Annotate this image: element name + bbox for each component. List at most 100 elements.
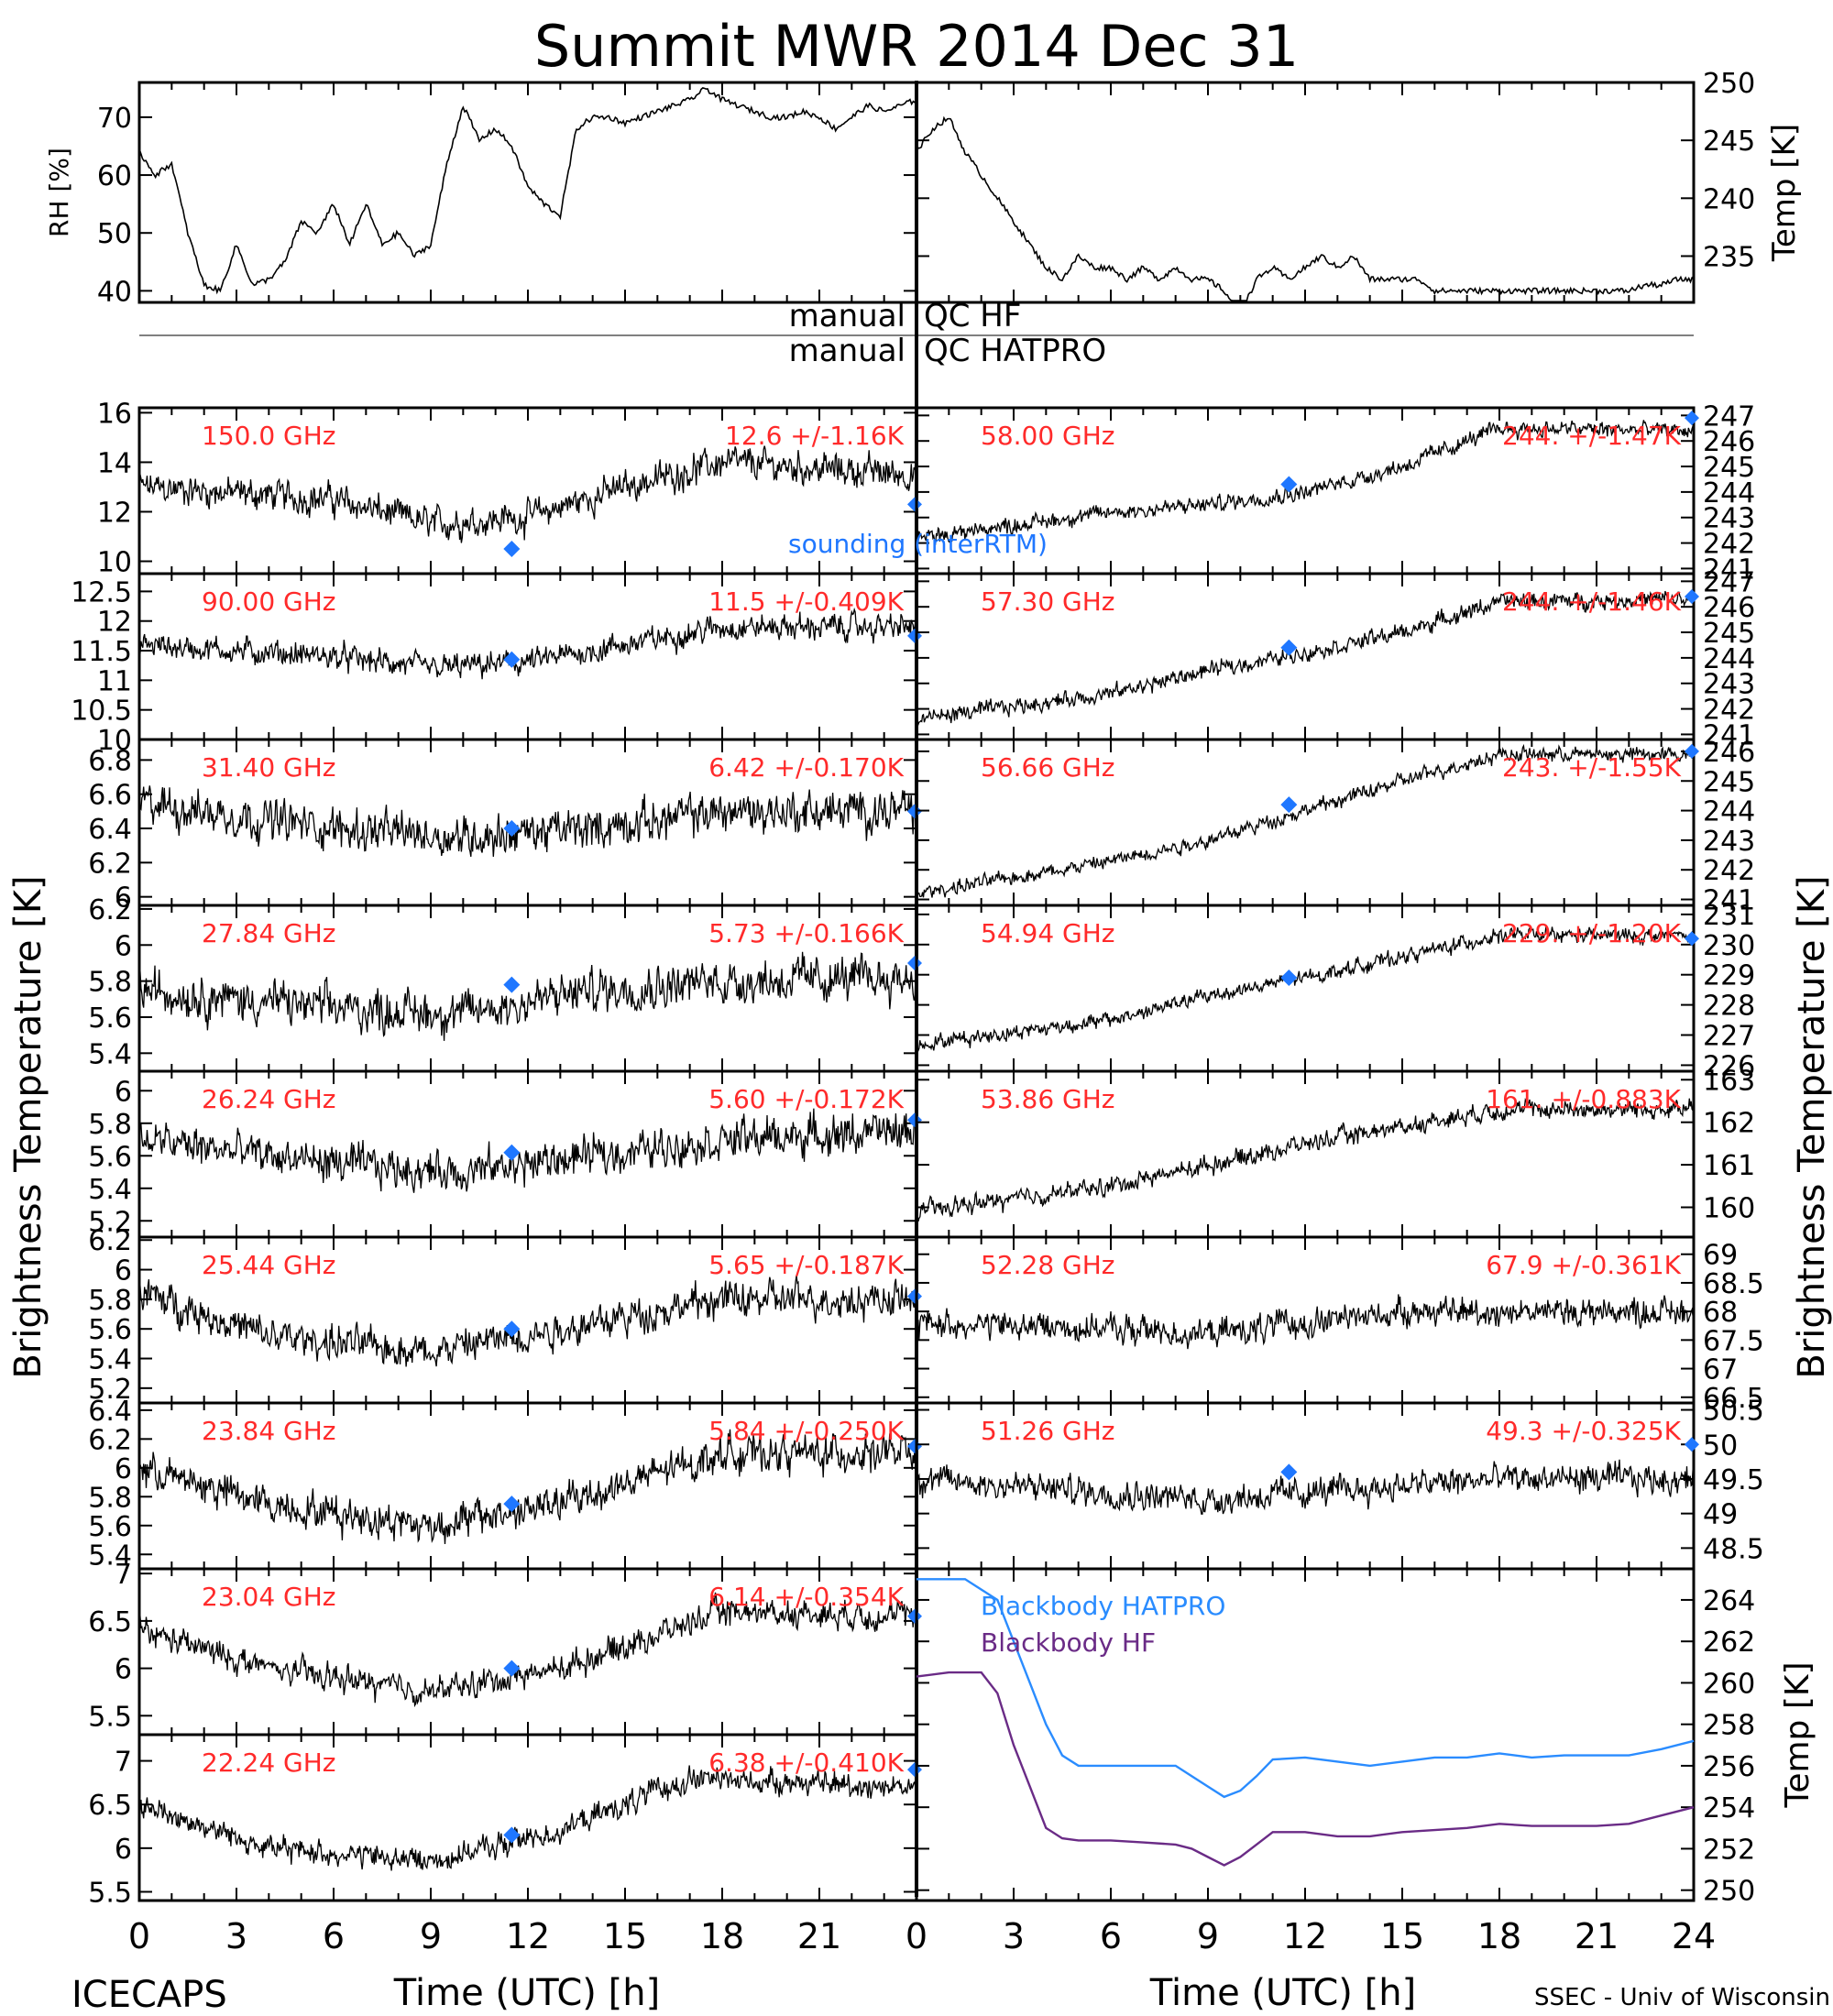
x-tick-label-left: 21 <box>797 1916 841 1956</box>
qc-hf-manual: manual <box>789 298 906 334</box>
y-tick-label: 5.2 <box>88 1374 132 1406</box>
stat-label-tb_5386: 161. +/-0.883K <box>1486 1084 1681 1114</box>
trace-tb_150 <box>138 445 917 543</box>
y-tick-label: 244 <box>1703 796 1755 828</box>
sounding-marker-tb_5494 <box>1280 969 1298 986</box>
y-tick-label: 241 <box>1703 553 1755 586</box>
y-tick-label: 5.6 <box>88 1314 132 1346</box>
y-tick-label: 6 <box>115 1654 132 1686</box>
x-tick-label-right: 18 <box>1477 1916 1521 1956</box>
y-tick-label: 60 <box>97 160 132 192</box>
y-tick-label: 244 <box>1703 477 1755 509</box>
end-marker-tb_5126 <box>1685 1437 1699 1452</box>
y-tick-label: 10 <box>97 725 132 757</box>
x-tick-label-left: 0 <box>128 1916 150 1956</box>
y-axis-label-blackbody: Temp [K] <box>1779 1661 1817 1808</box>
freq-label-tb_3140: 31.40 GHz <box>202 752 336 783</box>
line-met_temp <box>916 115 1695 301</box>
y-tick-label: 160 <box>1703 1193 1755 1225</box>
sounding-marker-tb_5666 <box>1280 796 1298 814</box>
trace-tb_3140 <box>138 785 917 858</box>
trace-tb_5730 <box>916 590 1695 728</box>
y-tick-label: 5.4 <box>88 1038 132 1070</box>
y-tick-label: 5.8 <box>88 1482 132 1514</box>
freq-label-tb_150: 150.0 GHz <box>202 421 336 451</box>
y-tick-label: 246 <box>1703 592 1755 624</box>
freq-label-tb_5228: 52.28 GHz <box>981 1250 1115 1280</box>
end-marker-tb_5800 <box>1685 411 1699 426</box>
y-tick-label: 16 <box>97 398 132 430</box>
y-tick-label: 6 <box>115 1834 132 1866</box>
end-marker-tb_2304 <box>907 1608 922 1624</box>
series-line-blackbody-hf <box>916 1671 1695 1867</box>
y-tick-label: 11.5 <box>71 636 132 668</box>
x-tick-label-left: 18 <box>700 1916 744 1956</box>
y-tick-label: 162 <box>1703 1108 1755 1140</box>
y-tick-label: 5.4 <box>88 1174 132 1206</box>
y-tick-label: 247 <box>1703 566 1755 598</box>
y-tick-label: 6.2 <box>88 894 132 926</box>
stat-label-tb_2784: 5.73 +/-0.166K <box>708 918 904 948</box>
sounding-marker-tb_150 <box>503 540 521 557</box>
freq-label-tb_5494: 54.94 GHz <box>981 918 1115 948</box>
end-marker-tb_2224 <box>907 1762 922 1778</box>
freq-label-tb_90: 90.00 GHz <box>202 586 336 617</box>
y-tick-label: 6.5 <box>88 1790 132 1822</box>
trace-tb_5800 <box>916 420 1695 546</box>
x-axis-label-left: Time (UTC) [h] <box>393 1972 660 2014</box>
y-tick-label: 245 <box>1703 766 1755 798</box>
trace-tb_2384 <box>138 1429 917 1545</box>
end-marker-tb_2624 <box>907 1112 922 1128</box>
sounding-marker-tb_5126 <box>1280 1463 1298 1481</box>
y-tick-label: 6.5 <box>88 1606 132 1638</box>
freq-label-tb_5800: 58.00 GHz <box>981 421 1115 451</box>
y-tick-label: 5.8 <box>88 1109 132 1141</box>
series-line-blackbody-hatpro <box>916 1578 1695 1799</box>
y-tick-label: 7 <box>115 1747 132 1779</box>
y-tick-label: 67 <box>1703 1354 1738 1386</box>
y-tick-label: 246 <box>1703 737 1755 769</box>
end-marker-tb_5730 <box>1685 589 1699 605</box>
sounding-marker-tb_2784 <box>503 976 521 993</box>
y-tick-label: 49 <box>1703 1499 1738 1531</box>
y-tick-label: 5.2 <box>88 1206 132 1238</box>
y-tick-label: 243 <box>1703 669 1755 701</box>
y-tick-label: 66.5 <box>1703 1383 1764 1415</box>
y-tick-label: 242 <box>1703 529 1755 561</box>
y-tick-label: 5.5 <box>88 1877 132 1909</box>
trace-tb_2544 <box>138 1275 917 1367</box>
end-marker-tb_5666 <box>1685 743 1699 759</box>
y-tick-label: 69 <box>1703 1240 1738 1272</box>
y-tick-label: 227 <box>1703 1021 1755 1053</box>
trace-tb_2224 <box>138 1765 917 1871</box>
y-tick-label: 6 <box>115 930 132 962</box>
y-tick-label: 6.6 <box>88 780 132 812</box>
y-tick-label: 161 <box>1703 1150 1755 1182</box>
end-marker-tb_150 <box>907 497 922 512</box>
stat-label-tb_5666: 243. +/-1.55K <box>1502 752 1682 783</box>
y-tick-label: 6 <box>115 1076 132 1108</box>
qc-hatpro-label: QC HATPRO <box>924 333 1106 369</box>
y-tick-label: 50.5 <box>1703 1396 1764 1428</box>
legend-blackbody-hf: Blackbody HF <box>981 1627 1156 1658</box>
y-tick-label: 6.2 <box>88 1225 132 1257</box>
page-title: Summit MWR 2014 Dec 31 <box>534 13 1299 80</box>
y-tick-label: 264 <box>1703 1585 1755 1617</box>
y-tick-label: 256 <box>1703 1751 1755 1783</box>
end-marker-tb_2384 <box>907 1439 922 1454</box>
stat-label-tb_5228: 67.9 +/-0.361K <box>1486 1250 1681 1280</box>
y-tick-label: 250 <box>1703 68 1755 100</box>
left-y-axis-label: Brightness Temperature [K] <box>7 875 49 1378</box>
x-tick-label-left: 9 <box>420 1916 442 1956</box>
right-y-axis-label: Brightness Temperature [K] <box>1791 875 1833 1378</box>
y-tick-label: 12 <box>97 497 132 529</box>
freq-label-tb_2624: 26.24 GHz <box>202 1084 336 1114</box>
stat-label-tb_3140: 6.42 +/-0.170K <box>708 752 904 783</box>
x-tick-label-right: 21 <box>1575 1916 1619 1956</box>
y-tick-label: 241 <box>1703 719 1755 751</box>
y-tick-label: 5.8 <box>88 1285 132 1317</box>
y-tick-label: 12 <box>97 607 132 639</box>
sounding-label: sounding (interRTM) <box>788 529 1048 559</box>
stat-label-tb_2544: 5.65 +/-0.187K <box>708 1250 904 1280</box>
sounding-marker-tb_5730 <box>1280 639 1298 656</box>
